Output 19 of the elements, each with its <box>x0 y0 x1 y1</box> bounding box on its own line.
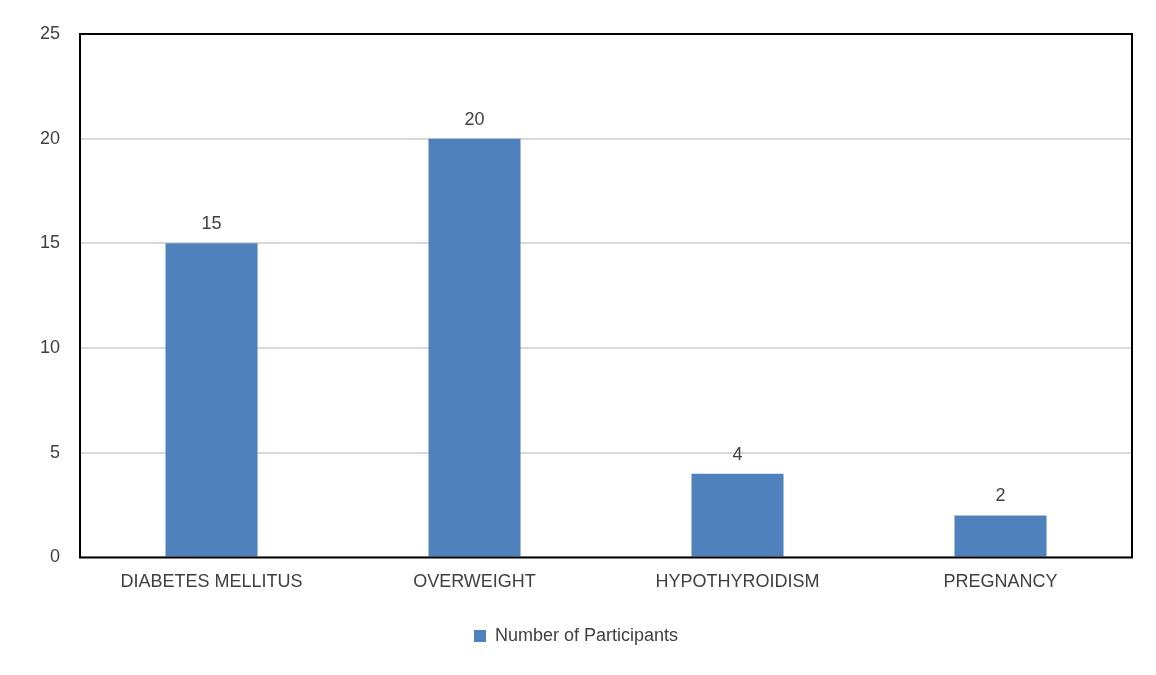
legend-label: Number of Participants <box>494 624 679 645</box>
bar <box>954 515 1047 557</box>
y-tick-label: 15 <box>39 232 61 253</box>
data-label: 20 <box>464 108 485 129</box>
x-tick-label: HYPOTHYROIDISM <box>655 571 820 592</box>
y-tick-label: 10 <box>39 337 61 358</box>
x-tick-label: OVERWEIGHT <box>413 571 536 592</box>
x-tick-label: DIABETES MELLITUS <box>120 571 303 592</box>
data-label: 2 <box>995 485 1006 506</box>
data-label: 15 <box>201 213 222 234</box>
y-tick-label: 5 <box>50 441 61 462</box>
bar <box>691 473 784 557</box>
y-tick-label: 25 <box>39 22 61 43</box>
bar <box>428 138 521 557</box>
bar <box>165 243 258 557</box>
x-tick-label: PREGNANCY <box>943 571 1058 592</box>
data-label: 4 <box>732 443 743 464</box>
y-tick-label: 0 <box>50 546 61 567</box>
y-tick-label: 20 <box>39 127 61 148</box>
